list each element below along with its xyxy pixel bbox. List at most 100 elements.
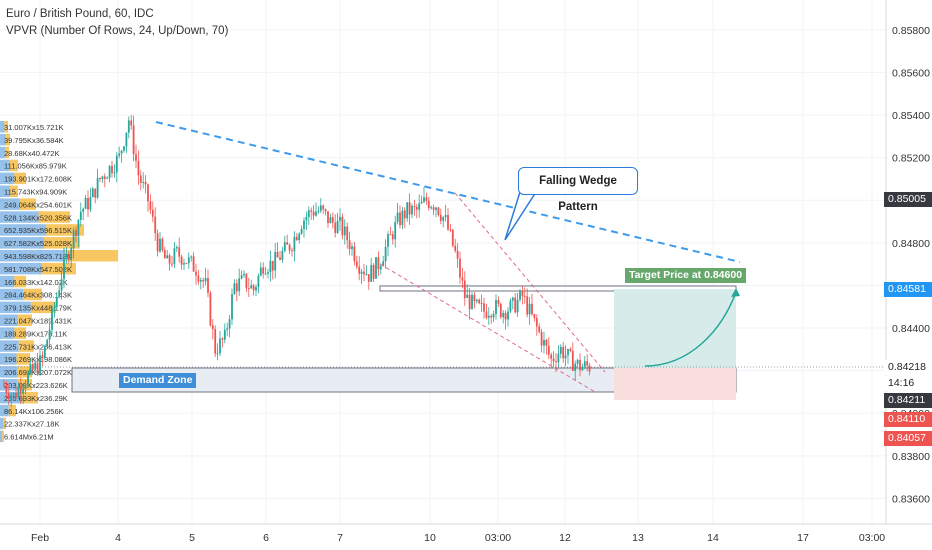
candle-body [408,202,411,215]
candle-body [286,242,289,245]
candle-body [298,233,301,241]
candle-body [502,312,505,318]
candle-body [291,250,293,252]
volume-row-label: 6.614Mx6.21M [4,433,54,442]
candle-body [271,260,274,271]
volume-bar-down [30,301,56,314]
falling-wedge-callout[interactable]: Falling Wedge Pattern [518,167,638,213]
volume-bar-down [9,185,18,197]
candle-body [250,285,253,289]
candle-body [478,299,481,304]
candle-body [300,228,303,234]
candle-body [223,329,226,340]
candle-body [485,311,488,318]
volume-row-label: 255.693Kx236.29K [4,394,68,403]
candle-body [382,261,385,267]
candle-body [113,172,116,174]
candle-body [401,210,404,226]
candle-body [533,313,536,318]
candle-body [233,283,236,295]
x-tick-label: Feb [31,532,49,544]
candle-body [219,338,221,354]
candle-body [389,234,392,236]
volume-bar-down [14,275,26,288]
candle-body [123,146,125,151]
candle-body [51,308,53,330]
price-axis-label: 0.84581 [884,282,932,298]
candle-body [367,274,370,282]
volume-row-label: 115.743Kx94.909K [4,188,67,197]
candle-body [168,255,171,264]
volume-row-label: 189.289Kx176.11K [4,329,67,338]
volume-row-label: 28.68Kx40.472K [4,149,59,158]
volume-bar-up [0,211,39,223]
candle-body [130,120,133,126]
candle-body [411,205,413,215]
candle-body [12,393,15,396]
volume-row-label: 284.464Kx308.143K [4,291,72,300]
volume-row-label: 225.731Kx266.413K [4,342,72,351]
candle-body [281,250,284,260]
y-tick-label: 0.85600 [892,67,930,79]
candle-body [439,214,442,221]
volume-bar-down [3,417,6,430]
candle-body [72,230,75,249]
candle-body [540,332,543,346]
volume-bar-up [0,353,17,365]
volume-row-label: 943.598Kx825.718K [4,252,72,261]
candle-body [257,275,260,287]
volume-row-label: 652.935Kx596.515K [4,226,72,235]
candle-body [19,387,22,394]
candle-body [545,340,548,346]
volume-bar-down [17,314,32,326]
candle-body [211,325,214,330]
candle-body [504,312,507,320]
candle-body [463,280,466,299]
candle-body [564,355,567,359]
candle-body [60,279,63,291]
candle-body [423,197,425,202]
candle-body [341,216,344,236]
candle-body [497,300,500,304]
volume-row-label: 111.056Kx85.979K [4,162,67,171]
candle-body [451,229,454,246]
demand-zone-label[interactable]: Demand Zone [119,373,197,388]
y-tick-label: 0.83800 [892,451,930,463]
candle-body [495,300,497,315]
volume-bar-down [4,121,8,133]
volume-bar-down [16,353,30,365]
candle-body [96,177,99,198]
candle-body [103,176,106,179]
volume-bar-up [0,237,44,249]
volume-bar-down [17,366,32,378]
candle-body [444,215,447,218]
candle-body [283,242,286,251]
candle-body [425,197,428,201]
candle-body [195,271,197,276]
candle-body [245,273,248,289]
candle-body [514,297,517,313]
candle-body [267,272,269,274]
candle-body [125,132,128,147]
candle-body [276,251,279,258]
x-tick-label: 14 [707,532,719,544]
candle-body [403,210,406,219]
candle-body [84,197,87,209]
candle-body [99,177,101,180]
candle-body [370,265,373,282]
volume-bar-down [46,224,84,236]
target-price-label[interactable]: Target Price at 0.84600 [625,268,747,283]
candle-body [437,207,440,215]
volume-row-label: 86.14Kx106.256K [4,407,64,416]
candle-body [353,246,356,262]
candle-body [70,248,73,260]
volume-bar-down [14,172,26,185]
candle-body [430,207,433,209]
candle-body [307,210,310,217]
candle-body [535,317,538,327]
candle-body [171,263,173,265]
candle-body [204,278,207,282]
candle-body [447,215,449,230]
